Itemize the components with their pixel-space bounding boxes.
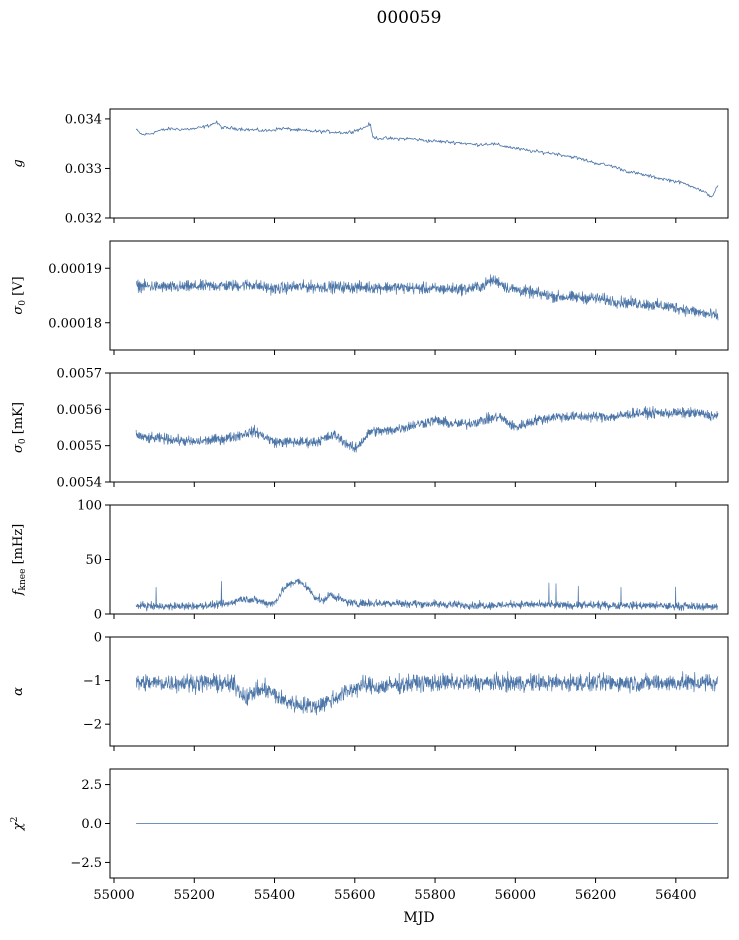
y-axis-label: σ0 [mK]: [11, 402, 28, 453]
y-tick-label: −2.5: [70, 856, 102, 871]
series-line: [135, 671, 719, 716]
panel-2: 0.00018 0.00019 σ0 [V]: [11, 240, 729, 355]
series-line: [135, 274, 719, 321]
y-tick-label: 2.5: [81, 778, 102, 793]
y-axis-label: α: [11, 687, 26, 696]
panel-4: 0 50 100 fknee [mHz]: [11, 499, 729, 623]
y-tick-label: 0.0057: [57, 367, 103, 382]
axes-frame: [109, 636, 729, 747]
axes-frame: [109, 108, 729, 219]
x-axis-label: MJD: [403, 910, 434, 926]
y-tick-label: 0.0: [81, 817, 102, 832]
panel-3: 0.0054 0.0055 0.0056 0.0057 σ0 [mK]: [11, 367, 729, 491]
axes-frame: [109, 504, 729, 615]
x-tick-label: 55800: [414, 888, 455, 903]
y-tick-label: 100: [77, 499, 102, 514]
y-axis-label: g: [11, 159, 26, 167]
panel-1: 0.032 0.033 0.034 g: [11, 108, 729, 227]
x-tick-labels: 55000 55200 55400 55600 55800 56000 56200 56400: [93, 888, 696, 903]
y-tick-label: 0.0054: [57, 476, 103, 491]
y-tick-label: 0.0055: [57, 439, 103, 454]
y-tick-label: 0: [94, 608, 102, 623]
y-tick-label: 0.034: [65, 112, 102, 127]
x-tick-label: 56000: [495, 888, 536, 903]
x-tick-label: 55000: [93, 888, 134, 903]
x-tick-label: 56400: [655, 888, 696, 903]
panel-6: −2.5 0.0 2.5 χ2: [10, 768, 729, 883]
x-tick-label: 55400: [254, 888, 295, 903]
x-tick-label: 56200: [575, 888, 616, 903]
x-tick-label: 55600: [334, 888, 375, 903]
series-line: [135, 578, 719, 612]
y-tick-label: 0.00019: [48, 262, 102, 277]
panel-5: 0 −1 −2 α: [11, 631, 729, 751]
y-axis-label: fknee [mHz]: [11, 524, 28, 597]
series-line: [135, 405, 719, 453]
y-tick-label: 0: [94, 631, 102, 646]
y-tick-label: −2: [83, 718, 102, 733]
y-tick-label: 0.0056: [57, 403, 103, 418]
y-tick-label: −1: [83, 674, 102, 689]
axes-frame: [109, 240, 729, 351]
y-axis-label: σ0 [V]: [11, 276, 28, 314]
y-tick-label: 0.033: [65, 162, 102, 177]
figure-title: 000059: [377, 8, 442, 28]
axes-frame: [109, 372, 729, 483]
y-tick-label: 50: [85, 553, 102, 568]
y-tick-label: 0.00018: [48, 316, 102, 331]
y-tick-label: 0.032: [65, 212, 102, 227]
x-tick-label: 55200: [174, 888, 215, 903]
series-line: [135, 120, 719, 198]
y-axis-label: χ2: [10, 817, 26, 832]
